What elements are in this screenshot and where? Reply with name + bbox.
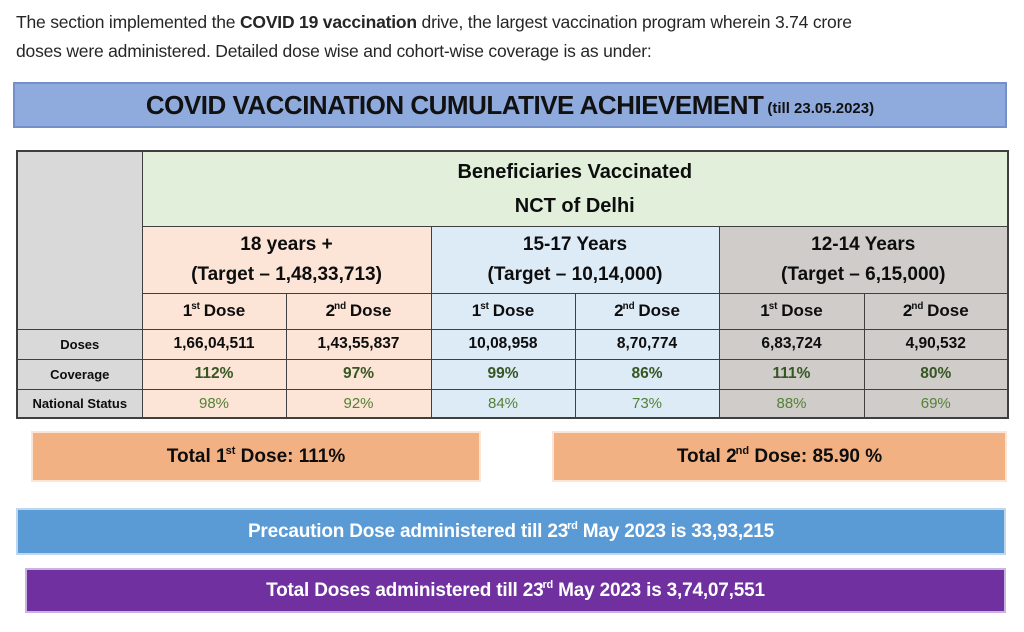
national-status-cell: 73% <box>574 388 720 419</box>
cohort-18plus-name: 18 years + <box>240 233 333 255</box>
dose-header-12-14-2: 2nd Dose <box>863 292 1009 330</box>
dose-header-15-17-1: 1st Dose <box>430 292 576 330</box>
cohort-15-17-target: (Target – 10,14,000) <box>487 263 663 285</box>
cohort-header-row: 18 years + (Target – 1,48,33,713) 15-17 … <box>17 225 1009 294</box>
doses-cell: 4,90,532 <box>863 328 1009 360</box>
dose-header-18plus-1: 1st Dose <box>141 292 287 330</box>
precaution-dose-text: Precaution Dose administered till 23rd M… <box>247 520 775 542</box>
dose-header-12-14-1: 1st Dose <box>718 292 865 330</box>
intro-text-line2: doses were administered. Detailed dose w… <box>16 41 652 61</box>
total-doses-banner: Total Doses administered till 23rd May 2… <box>25 568 1006 613</box>
national-status-cell: 69% <box>863 388 1009 419</box>
vaccination-table: Beneficiaries Vaccinated NCT of Delhi 18… <box>16 150 1010 419</box>
coverage-cell: 80% <box>863 358 1009 390</box>
table-main-header: Beneficiaries Vaccinated NCT of Delhi <box>141 150 1009 227</box>
coverage-row: Coverage 112% 97% 99% 86% 111% 80% <box>16 358 1009 390</box>
coverage-row-label: Coverage <box>16 358 143 390</box>
dose-header-row: 1st Dose 2nd Dose 1st Dose 2nd Dose 1st Dose … <box>17 292 1009 330</box>
table-corner-cell <box>16 150 143 330</box>
intro-paragraph: The section implemented the COVID 19 vac… <box>16 8 1018 66</box>
total-first-dose-bar: Total 1st Dose: 111% <box>31 431 481 482</box>
dose-header-15-17-2: 2nd Dose <box>574 292 720 330</box>
title-banner: COVID VACCINATION CUMULATIVE ACHIEVEMENT… <box>13 82 1007 128</box>
cohort-15-17-name: 15-17 Years <box>522 233 628 255</box>
coverage-cell: 97% <box>285 358 432 390</box>
doses-cell: 8,70,774 <box>574 328 720 360</box>
doses-cell: 1,66,04,511 <box>141 328 287 360</box>
coverage-cell: 112% <box>141 358 287 390</box>
doses-cell: 1,43,55,837 <box>285 328 432 360</box>
table-header-row: Beneficiaries Vaccinated NCT of Delhi <box>16 150 1009 330</box>
doses-row-label: Doses <box>16 328 143 360</box>
page-title-date: (till 23.05.2023) <box>767 99 875 117</box>
doses-cell: 6,83,724 <box>718 328 865 360</box>
national-status-cell: 84% <box>430 388 576 419</box>
doses-cell: 10,08,958 <box>430 328 576 360</box>
cohort-12-14-header: 12-14 Years (Target – 6,15,000) <box>718 225 1009 294</box>
national-status-row-label: National Status <box>16 388 143 419</box>
cohort-12-14-name: 12-14 Years <box>811 233 916 255</box>
table-main-header-line2: NCT of Delhi <box>514 194 635 217</box>
cohort-18plus-header: 18 years + (Target – 1,48,33,713) <box>141 225 432 294</box>
national-status-row: National Status 98% 92% 84% 73% 88% 69% <box>16 388 1009 419</box>
national-status-cell: 92% <box>285 388 432 419</box>
total-second-dose-bar: Total 2nd Dose: 85.90 % <box>552 431 1007 482</box>
total-second-dose-text: Total 2nd Dose: 85.90 % <box>676 445 883 467</box>
coverage-cell: 86% <box>574 358 720 390</box>
page-title: COVID VACCINATION CUMULATIVE ACHIEVEMENT <box>145 89 764 120</box>
doses-row: Doses 1,66,04,511 1,43,55,837 10,08,958 … <box>16 328 1009 360</box>
table-main-header-line1: Beneficiaries Vaccinated <box>457 160 693 183</box>
national-status-cell: 98% <box>141 388 287 419</box>
intro-text-start: The section implemented the <box>16 12 240 32</box>
total-doses-text: Total Doses administered till 23rd May 2… <box>266 579 765 601</box>
intro-text-line1-end: drive, the largest vaccination program w… <box>416 12 852 32</box>
total-first-dose-text: Total 1st Dose: 111% <box>166 445 346 467</box>
intro-bold-phrase: COVID 19 vaccination <box>239 12 417 32</box>
coverage-cell: 99% <box>430 358 576 390</box>
precaution-dose-banner: Precaution Dose administered till 23rd M… <box>16 508 1006 555</box>
cohort-15-17-header: 15-17 Years (Target – 10,14,000) <box>430 225 720 294</box>
dose-header-18plus-2: 2nd Dose <box>285 292 432 330</box>
coverage-cell: 111% <box>718 358 865 390</box>
national-status-cell: 88% <box>718 388 865 419</box>
cohort-12-14-target: (Target – 6,15,000) <box>781 263 946 285</box>
cohort-18plus-target: (Target – 1,48,33,713) <box>191 263 382 285</box>
